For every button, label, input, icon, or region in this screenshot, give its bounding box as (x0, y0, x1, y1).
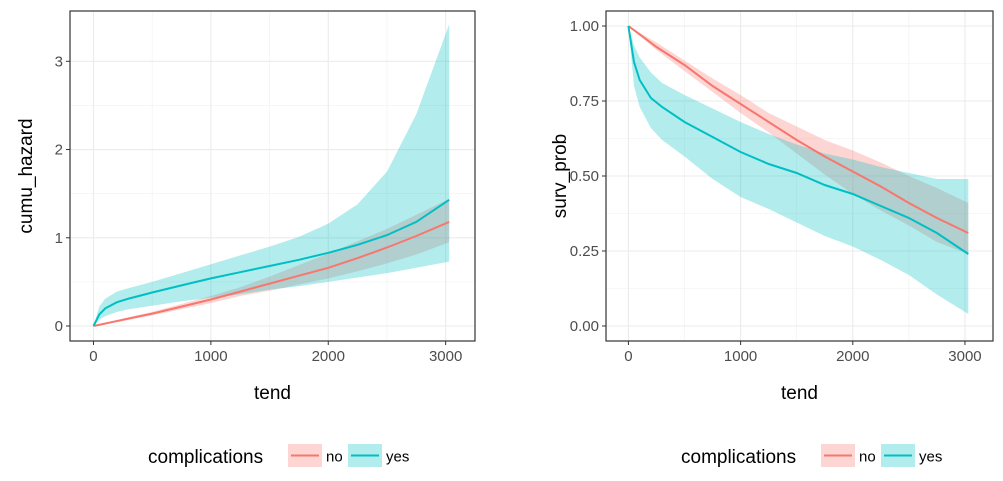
x-tick-label: 2000 (836, 348, 869, 365)
y-tick-label: 0.75 (570, 93, 599, 110)
legend-title: complications (148, 447, 263, 468)
legend-label-no: no (326, 449, 343, 466)
x-axis-title: tend (254, 383, 291, 404)
x-tick-label: 0 (624, 348, 632, 365)
legend-title: complications (681, 447, 796, 468)
x-axis-title: tend (781, 383, 818, 404)
x-tick-label: 1000 (724, 348, 757, 365)
ribbon-yes (93, 24, 450, 326)
legend: complications no yes (148, 444, 409, 468)
x-tick-label: 3000 (948, 348, 981, 365)
y-tick-label: 0.00 (570, 318, 599, 335)
y-axis-title: cumu_hazard (16, 118, 37, 233)
x-tick-label: 0 (89, 348, 97, 365)
y-tick-label: 0.50 (570, 168, 599, 185)
legend: complications no yes (681, 444, 942, 468)
series-line-yes (92, 198, 450, 327)
plot-background (70, 11, 475, 341)
y-tick-label: 2 (55, 142, 63, 159)
legend-label-yes: yes (386, 449, 409, 466)
legend-label-yes: yes (919, 449, 942, 466)
y-tick-label: 3 (55, 53, 63, 70)
ribbon-yes (628, 26, 969, 314)
y-tick-label: 1 (55, 230, 63, 247)
y-tick-label: 0.25 (570, 243, 599, 260)
chart-panel-2: 0 1000 2000 3000 0.00 0.25 0.50 0.75 1.00 tend sur… (550, 10, 994, 468)
legend-label-no: no (859, 449, 876, 466)
plot-border (69, 10, 476, 342)
x-tick-label: 3000 (429, 348, 462, 365)
y-tick-label: 1.00 (570, 18, 599, 35)
series-line-no (627, 25, 969, 234)
ribbon-no (93, 198, 450, 326)
y-tick-label: 0 (55, 318, 63, 335)
x-tick-label: 1000 (194, 348, 227, 365)
series-line-no (93, 220, 450, 327)
x-tick-label: 2000 (312, 348, 345, 365)
series-line-yes (627, 25, 969, 255)
y-axis-title: surv_prob (550, 134, 571, 219)
chart-panel-1: 0 1000 2000 3000 0 1 2 3 tend cumu_hazard complica… (16, 10, 476, 468)
